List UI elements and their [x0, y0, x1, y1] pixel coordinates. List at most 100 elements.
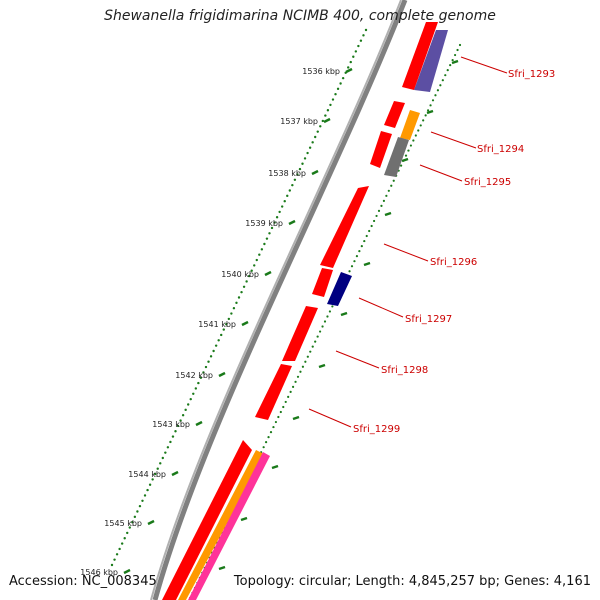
inner-dot: [456, 48, 459, 52]
ruler-tick: [147, 519, 155, 526]
inner-dot: [441, 79, 444, 82]
gene-label[interactable]: Sfri_1299: [353, 424, 400, 435]
ruler-dot: [115, 553, 119, 556]
ruler-dot: [306, 151, 309, 155]
inner-dot: [412, 139, 415, 142]
inner-dot: [426, 109, 430, 112]
inner-tick: [292, 415, 300, 421]
ruler-tick-label: 1545 kbp: [104, 519, 142, 528]
ruler-dot: [184, 408, 187, 412]
gene-label[interactable]: Sfri_1293: [508, 69, 555, 80]
gene-labels: Sfri_1293 Sfri_1294 Sfri_1295 Sfri_1296 Sfri…: [353, 69, 555, 435]
inner-tick: [401, 157, 409, 163]
inner-dot: [318, 330, 322, 333]
inner-dot: [353, 260, 356, 263]
inner-dot: [449, 64, 452, 67]
gene-label[interactable]: Sfri_1298: [381, 365, 428, 376]
inner-dot: [363, 239, 366, 243]
gene-arrow-red: [312, 268, 333, 297]
gene-label[interactable]: Sfri_1297: [405, 314, 452, 325]
gene-arrow-pink: [188, 452, 270, 600]
gene-label-leader: [335, 350, 380, 369]
ruler-dot: [293, 178, 297, 181]
inner-dot: [296, 375, 300, 378]
ruler-dot: [118, 547, 121, 551]
gene-arrow-red: [282, 306, 318, 361]
ruler-dot: [334, 93, 337, 96]
inner-dot: [365, 234, 368, 238]
ruler-dot: [217, 339, 220, 342]
ruler-dot: [136, 510, 139, 513]
gene-arrow-orange: [400, 110, 420, 140]
ruler-dotted-line: [110, 28, 368, 567]
map-title: Shewanella frigidimarina NCIMB 400, comp…: [104, 8, 496, 24]
inner-tick: [271, 464, 279, 470]
ruler-tick-label: 1540 kbp: [221, 270, 259, 279]
ruler-dot: [199, 376, 203, 379]
ruler-tick-label: 1538 kbp: [268, 169, 306, 178]
ruler-tick: [241, 320, 249, 327]
inner-dot: [451, 58, 454, 62]
genome-backbone-shadow: [150, 0, 402, 600]
ruler-dot: [204, 365, 208, 369]
ruler-dot: [314, 135, 317, 139]
ruler-dot: [311, 141, 314, 144]
ruler-dot: [212, 349, 215, 353]
accession-label: Accession: NC_008345: [9, 574, 157, 589]
ruler-dot: [245, 280, 248, 283]
ruler-dot: [220, 333, 223, 337]
ruler-dot: [301, 162, 304, 165]
inner-dot: [309, 350, 312, 353]
ruler-dot: [352, 55, 355, 58]
label-leader-lines: [308, 56, 508, 428]
inner-dot: [409, 144, 413, 147]
ruler-tick: [311, 169, 319, 176]
ruler-dot: [123, 537, 126, 540]
gene-arrow-red: [162, 440, 252, 600]
inner-dot: [444, 74, 447, 77]
ruler-dot: [181, 414, 185, 417]
inner-dot: [407, 149, 410, 152]
ruler-dot: [151, 478, 154, 481]
ruler-dot: [354, 50, 358, 53]
ruler-dot: [174, 430, 177, 433]
ruler-dot: [143, 494, 147, 497]
gene-arrow-gray: [384, 137, 409, 177]
inner-dot: [274, 420, 278, 424]
ruler-dot: [194, 387, 198, 390]
inner-dot: [264, 441, 268, 444]
gene-label[interactable]: Sfri_1294: [477, 144, 524, 155]
ruler-dot: [349, 60, 352, 64]
inner-dot: [282, 405, 285, 409]
genome-summary: Topology: circular; Length: 4,845,257 bp…: [233, 574, 591, 589]
ruler-dot: [176, 424, 180, 428]
ruler-dot: [329, 103, 332, 107]
ruler-tick: [323, 117, 331, 124]
ruler-dot: [138, 504, 142, 508]
ruler-dot: [324, 114, 327, 117]
ruler-dot: [357, 44, 360, 48]
ruler-tick: [171, 470, 179, 477]
inner-dot: [419, 124, 422, 127]
ruler-dot: [326, 109, 330, 112]
inner-dot: [424, 114, 427, 117]
ruler-dot: [364, 28, 368, 32]
ruler-dot: [153, 472, 157, 476]
ruler-dot: [128, 526, 131, 529]
ruler-dot: [166, 446, 170, 449]
inner-dot: [272, 425, 275, 429]
ruler-tick: [123, 568, 131, 575]
inner-dot: [321, 325, 324, 328]
inner-tick: [426, 109, 434, 115]
ruler-dot: [255, 258, 258, 262]
gene-label[interactable]: Sfri_1296: [430, 257, 477, 268]
ruler-tick-label: 1536 kbp: [302, 67, 340, 76]
inner-tick: [451, 59, 459, 65]
ruler-dot: [265, 237, 269, 240]
ruler-dot: [227, 317, 231, 321]
inner-tick: [318, 363, 326, 369]
ruler-dot: [270, 226, 274, 230]
gene-label[interactable]: Sfri_1295: [464, 177, 511, 188]
ruler-dot: [225, 323, 228, 326]
